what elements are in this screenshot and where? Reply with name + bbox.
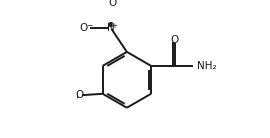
Text: −: − bbox=[86, 21, 92, 30]
Text: NH₂: NH₂ bbox=[197, 61, 217, 71]
Text: O: O bbox=[108, 0, 116, 8]
Text: O: O bbox=[79, 23, 87, 33]
Text: O: O bbox=[75, 90, 84, 100]
Text: O: O bbox=[171, 35, 179, 45]
Text: N: N bbox=[107, 23, 115, 33]
Text: +: + bbox=[112, 22, 117, 29]
